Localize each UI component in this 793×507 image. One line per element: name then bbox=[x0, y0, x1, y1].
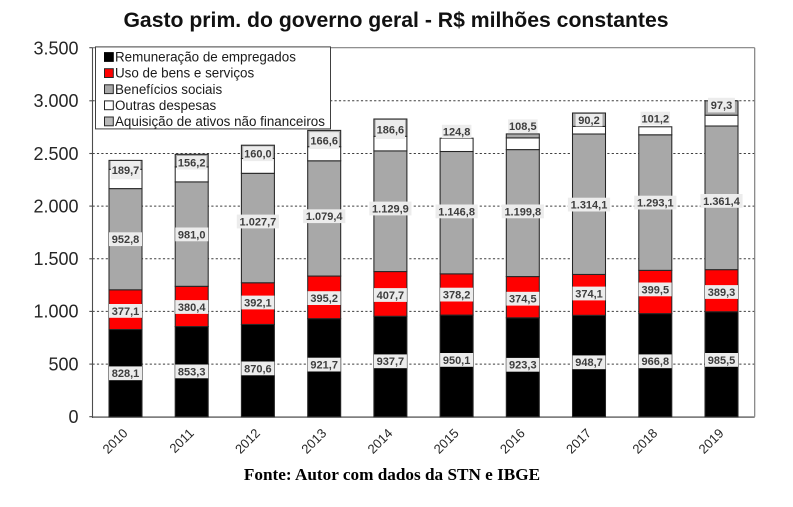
svg-text:Fonte: Autor com dados da STN: Fonte: Autor com dados da STN e IBGE bbox=[244, 465, 540, 484]
svg-text:399,5: 399,5 bbox=[642, 284, 670, 296]
svg-text:Aquisição de ativos não financ: Aquisição de ativos não financeiros bbox=[115, 114, 325, 129]
svg-text:0: 0 bbox=[68, 407, 78, 427]
svg-text:166,6: 166,6 bbox=[310, 136, 338, 148]
svg-text:923,3: 923,3 bbox=[509, 360, 537, 372]
svg-text:377,1: 377,1 bbox=[112, 306, 140, 318]
svg-text:97,3: 97,3 bbox=[711, 100, 732, 112]
svg-text:3.000: 3.000 bbox=[33, 91, 78, 111]
svg-text:Outras despesas: Outras despesas bbox=[115, 98, 217, 113]
svg-text:Remuneração de empregados: Remuneração de empregados bbox=[115, 50, 296, 65]
svg-text:380,4: 380,4 bbox=[178, 302, 206, 314]
svg-text:828,1: 828,1 bbox=[112, 368, 140, 380]
svg-text:870,6: 870,6 bbox=[244, 363, 272, 375]
svg-text:2.000: 2.000 bbox=[33, 196, 78, 216]
svg-text:921,7: 921,7 bbox=[310, 360, 338, 372]
svg-text:189,7: 189,7 bbox=[112, 165, 140, 177]
svg-text:378,2: 378,2 bbox=[443, 290, 471, 302]
svg-text:1.079,4: 1.079,4 bbox=[306, 211, 344, 223]
svg-text:985,5: 985,5 bbox=[708, 355, 736, 367]
svg-text:Benefícios sociais: Benefícios sociais bbox=[115, 82, 222, 97]
svg-text:966,8: 966,8 bbox=[642, 356, 670, 368]
svg-text:1.361,4: 1.361,4 bbox=[703, 196, 741, 208]
svg-text:1.314,1: 1.314,1 bbox=[571, 200, 608, 212]
svg-text:1.000: 1.000 bbox=[33, 302, 78, 322]
svg-text:108,5: 108,5 bbox=[509, 121, 537, 133]
svg-text:950,1: 950,1 bbox=[443, 355, 471, 367]
svg-text:374,5: 374,5 bbox=[509, 294, 537, 306]
svg-text:186,6: 186,6 bbox=[377, 124, 405, 136]
svg-text:1.500: 1.500 bbox=[33, 249, 78, 269]
svg-text:160,0: 160,0 bbox=[244, 149, 272, 161]
svg-text:1.027,7: 1.027,7 bbox=[240, 216, 277, 228]
svg-text:156,2: 156,2 bbox=[178, 158, 206, 170]
svg-text:3.500: 3.500 bbox=[33, 39, 78, 59]
svg-text:952,8: 952,8 bbox=[112, 234, 140, 246]
svg-text:395,2: 395,2 bbox=[310, 293, 338, 305]
svg-text:500: 500 bbox=[48, 354, 78, 374]
svg-text:124,8: 124,8 bbox=[443, 126, 471, 138]
svg-text:2.500: 2.500 bbox=[33, 144, 78, 164]
svg-text:981,0: 981,0 bbox=[178, 229, 206, 241]
svg-text:90,2: 90,2 bbox=[578, 115, 599, 127]
svg-text:392,1: 392,1 bbox=[244, 297, 272, 309]
svg-text:1.146,8: 1.146,8 bbox=[438, 206, 475, 218]
svg-text:937,7: 937,7 bbox=[377, 356, 405, 368]
svg-text:948,7: 948,7 bbox=[575, 357, 603, 369]
svg-text:1.199,8: 1.199,8 bbox=[504, 206, 541, 218]
svg-text:1.129,9: 1.129,9 bbox=[372, 203, 409, 215]
svg-text:389,3: 389,3 bbox=[708, 287, 736, 299]
svg-text:Gasto prim. do governo geral -: Gasto prim. do governo geral - R$ milhõe… bbox=[123, 9, 668, 32]
svg-text:407,7: 407,7 bbox=[377, 290, 405, 302]
svg-text:1.293,1: 1.293,1 bbox=[637, 198, 674, 210]
svg-text:853,3: 853,3 bbox=[178, 366, 206, 378]
svg-text:101,2: 101,2 bbox=[642, 113, 670, 125]
svg-text:Uso de bens e serviços: Uso de bens e serviços bbox=[115, 66, 254, 81]
svg-text:374,1: 374,1 bbox=[575, 288, 603, 300]
